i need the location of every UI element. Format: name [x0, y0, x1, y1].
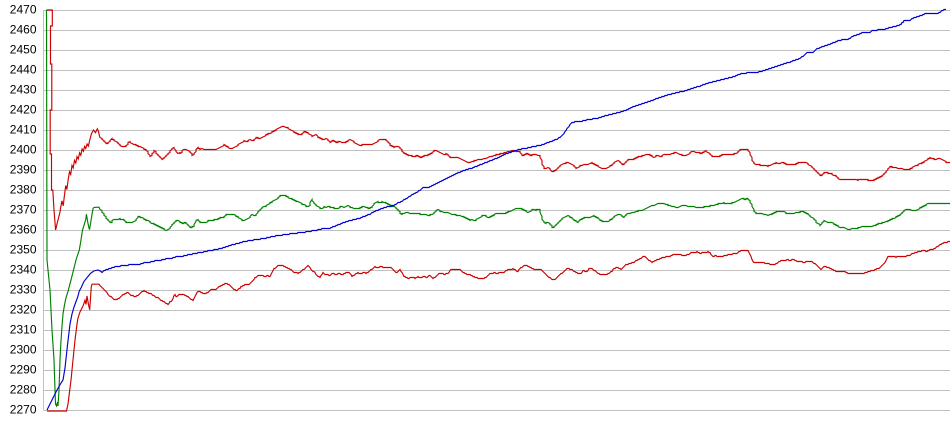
- svg-text:2470: 2470: [10, 3, 37, 17]
- svg-text:2440: 2440: [10, 63, 37, 77]
- svg-text:2270: 2270: [10, 403, 37, 417]
- svg-text:2410: 2410: [10, 123, 37, 137]
- svg-text:2390: 2390: [10, 163, 37, 177]
- svg-text:2310: 2310: [10, 323, 37, 337]
- svg-text:2400: 2400: [10, 143, 37, 157]
- svg-text:2350: 2350: [10, 243, 37, 257]
- svg-text:2380: 2380: [10, 183, 37, 197]
- svg-text:2320: 2320: [10, 303, 37, 317]
- svg-text:2330: 2330: [10, 283, 37, 297]
- svg-text:2460: 2460: [10, 23, 37, 37]
- svg-text:2420: 2420: [10, 103, 37, 117]
- svg-text:2450: 2450: [10, 43, 37, 57]
- svg-text:2280: 2280: [10, 383, 37, 397]
- svg-text:2430: 2430: [10, 83, 37, 97]
- svg-text:2370: 2370: [10, 203, 37, 217]
- svg-text:2300: 2300: [10, 343, 37, 357]
- svg-text:2290: 2290: [10, 363, 37, 377]
- svg-text:2340: 2340: [10, 263, 37, 277]
- svg-text:2360: 2360: [10, 223, 37, 237]
